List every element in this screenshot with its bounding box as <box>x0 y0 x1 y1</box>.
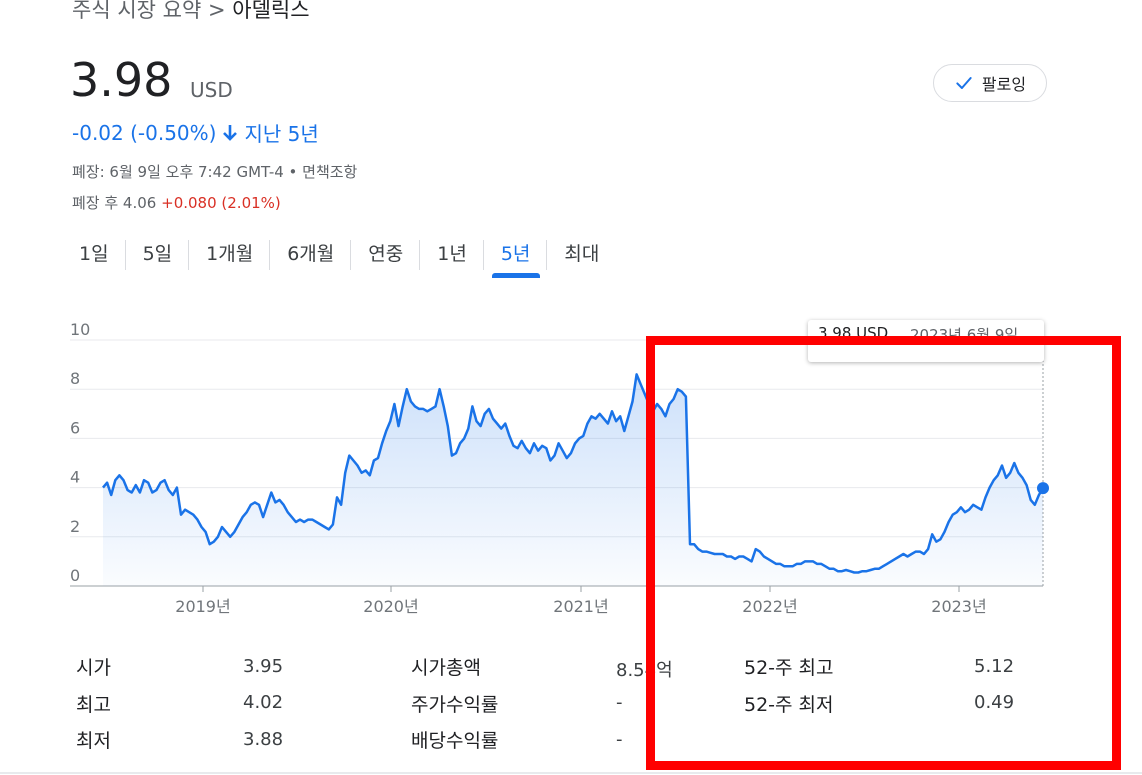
stat-label: 시가 <box>76 657 111 679</box>
after-hours-change: +0.080 (2.01%) <box>161 194 281 212</box>
tab-label: 최대 <box>564 243 600 265</box>
tab-label: 연중 <box>368 243 404 265</box>
stock-price: 3.98 <box>70 53 173 107</box>
tab-label: 6개월 <box>287 243 335 265</box>
x-tick-label: 2020년 <box>363 597 418 616</box>
stat-label: 최고 <box>76 694 111 716</box>
tab-5d[interactable]: 5일 <box>126 236 190 276</box>
stat-value: 5.12 <box>974 656 1015 677</box>
breadcrumb-parent[interactable]: 주식 시장 요약 <box>72 0 202 22</box>
hover-point <box>1037 482 1049 495</box>
market-closed-info: 폐장: 6월 9일 오후 7:42 GMT-4 • 면책조항 <box>72 163 358 181</box>
tab-max[interactable]: 최대 <box>547 236 616 276</box>
y-tick-label: 6 <box>70 418 80 437</box>
stat-label: 배당수익률 <box>411 730 499 752</box>
stat-value: - <box>616 692 623 713</box>
x-tick-label: 2021년 <box>553 597 608 616</box>
y-tick-label: 4 <box>70 468 80 487</box>
highlight-box <box>646 336 1121 770</box>
tab-label: 1개월 <box>206 243 254 265</box>
y-tick-label: 2 <box>70 517 80 536</box>
stat-label: 주가수익률 <box>411 694 499 716</box>
stat-value: 8.54억 <box>616 660 673 681</box>
price-change-period: 지난 5년 <box>244 122 319 146</box>
price-line <box>102 373 1045 574</box>
stat-value: 3.88 <box>243 729 284 750</box>
stat-label: 52-주 최고 <box>744 657 834 679</box>
price-change-value: -0.02 (-0.50%) <box>72 120 217 145</box>
breadcrumb-separator: > <box>207 0 226 22</box>
tab-5y[interactable]: 5년 <box>484 236 548 278</box>
tab-label: 5년 <box>500 243 531 265</box>
divider <box>0 772 1142 774</box>
arrow-down-icon <box>223 124 238 141</box>
tab-ytd[interactable]: 연중 <box>351 236 421 276</box>
stat-value: 3.95 <box>243 656 284 677</box>
y-tick-label: 0 <box>70 566 80 585</box>
after-hours-info: 폐장 후 4.06 +0.080 (2.01%) <box>72 192 281 213</box>
currency-label: USD <box>190 78 233 102</box>
y-axis: 0 2 4 6 8 10 <box>70 320 90 585</box>
breadcrumb-current: 아델릭스 <box>232 0 310 22</box>
stat-label: 시가총액 <box>411 657 481 679</box>
y-tick-label: 8 <box>70 369 80 388</box>
stat-value: 0.49 <box>974 692 1015 713</box>
range-tabs: 1일 5일 1개월 6개월 연중 1년 5년 최대 <box>62 236 616 278</box>
x-axis: 2019년 2020년 2021년 2022년 2023년 <box>175 586 987 616</box>
x-tick-label: 2019년 <box>175 597 230 616</box>
active-tab-indicator <box>491 273 540 278</box>
after-hours-price: 폐장 후 4.06 <box>72 194 157 212</box>
tab-6m[interactable]: 6개월 <box>270 236 352 276</box>
x-tick-label: 2022년 <box>742 597 797 616</box>
tab-1y[interactable]: 1년 <box>420 236 484 276</box>
tab-label: 5일 <box>142 243 173 265</box>
price-change: -0.02 (-0.50%) 지난 5년 <box>72 118 319 147</box>
tab-1d[interactable]: 1일 <box>62 236 126 276</box>
follow-button-label: 팔로잉 <box>981 75 1027 94</box>
stat-value: 4.02 <box>243 692 284 713</box>
stat-value: - <box>616 729 623 750</box>
tab-label: 1년 <box>437 243 467 265</box>
follow-button[interactable]: 팔로잉 <box>933 64 1047 102</box>
check-icon <box>956 77 972 89</box>
x-tick-label: 2023년 <box>931 597 986 616</box>
tab-label: 1일 <box>79 243 109 265</box>
price-chart[interactable]: 0 2 4 6 8 10 2019년 2020년 2021년 2022년 2023년 <box>0 300 1142 620</box>
stat-label: 최저 <box>76 730 111 752</box>
tab-1m[interactable]: 1개월 <box>189 236 271 276</box>
price-area <box>103 374 1043 586</box>
breadcrumb: 주식 시장 요약 > 아델릭스 <box>72 0 310 24</box>
y-tick-label: 10 <box>70 320 90 339</box>
stat-label: 52-주 최저 <box>744 694 834 716</box>
